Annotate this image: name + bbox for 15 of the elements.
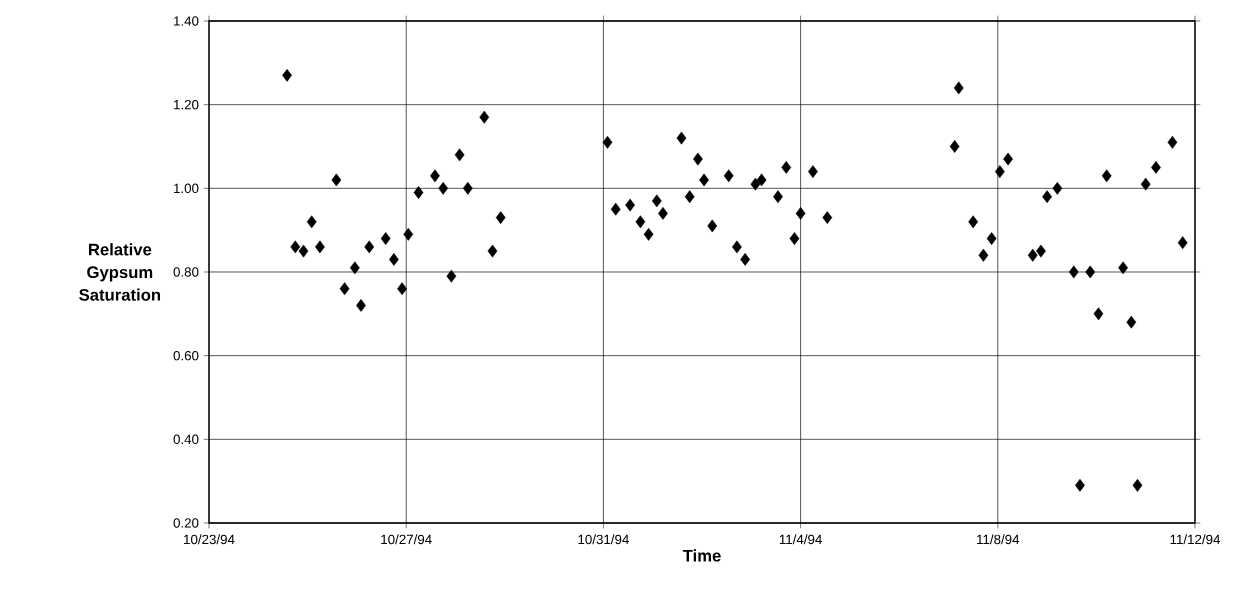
x-tick-label: 10/27/94 xyxy=(381,534,432,545)
x-axis-title: Time xyxy=(682,549,721,562)
y-tick-label: 0.20 xyxy=(173,518,199,528)
y-axis-title: Relative Gypsum Saturation xyxy=(79,243,161,301)
y-tick-label: 1.40 xyxy=(174,16,199,26)
y-tick-label: 0.80 xyxy=(173,267,199,277)
x-tick-label: 10/23/94 xyxy=(184,534,235,545)
y-tick-label: 1.20 xyxy=(174,99,199,110)
x-tick-label: 11/12/94 xyxy=(1170,534,1221,545)
y-tick-label: 0.60 xyxy=(173,350,199,361)
y-tick-label: 1.00 xyxy=(174,183,199,194)
x-tick-label: 11/4/94 xyxy=(779,534,822,545)
x-tick-label: 11/8/94 xyxy=(977,534,1020,545)
x-tick-label: 10/31/94 xyxy=(578,534,629,545)
y-tick-label: 0.40 xyxy=(173,434,199,445)
